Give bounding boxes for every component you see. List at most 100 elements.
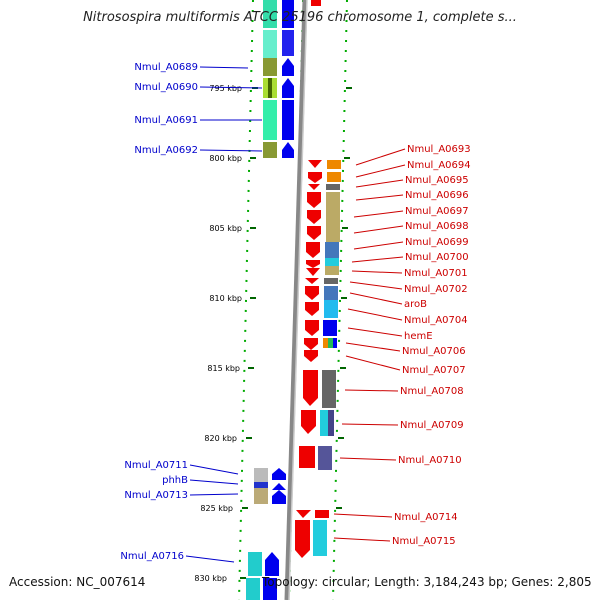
- gene-color-box[interactable]: [263, 30, 277, 58]
- gene-arrow-forward[interactable]: [263, 578, 277, 600]
- gene-label[interactable]: Nmul_A0693: [407, 144, 471, 155]
- gene-label[interactable]: hemE: [404, 331, 433, 342]
- gene-label[interactable]: Nmul_A0695: [405, 175, 469, 186]
- gene-label[interactable]: Nmul_A0714: [394, 512, 458, 523]
- leader-line: [353, 241, 404, 250]
- gene-arrow-reverse[interactable]: [296, 510, 311, 518]
- leader-line: [355, 179, 404, 188]
- gene-arrow-reverse[interactable]: [301, 410, 316, 434]
- gene-label[interactable]: Nmul_A0710: [398, 455, 462, 466]
- gene-color-box[interactable]: [327, 172, 341, 182]
- gene-color-box[interactable]: [320, 410, 328, 436]
- gene-color-box[interactable]: [254, 482, 268, 488]
- gene-label[interactable]: Nmul_A0707: [402, 365, 466, 376]
- gene-arrow-reverse[interactable]: [315, 510, 329, 518]
- gene-arrow-forward[interactable]: [282, 78, 294, 98]
- gene-color-box[interactable]: [323, 338, 328, 348]
- gene-arrow-reverse[interactable]: [304, 350, 318, 362]
- gene-color-box[interactable]: [254, 488, 268, 504]
- tick-label: 830 kbp: [194, 574, 227, 583]
- gene-label[interactable]: Nmul_A0690: [134, 82, 198, 93]
- gene-arrow-forward[interactable]: [272, 483, 286, 490]
- gene-label[interactable]: Nmul_A0716: [120, 551, 184, 562]
- gene-arrow-reverse[interactable]: [305, 286, 319, 300]
- gene-arrow-reverse[interactable]: [306, 242, 320, 258]
- gene-arrow-reverse[interactable]: [305, 278, 319, 284]
- gene-label[interactable]: Nmul_A0704: [404, 315, 468, 326]
- gene-color-box[interactable]: [246, 578, 260, 600]
- gene-label[interactable]: Nmul_A0701: [404, 268, 468, 279]
- gene-label[interactable]: aroB: [404, 299, 427, 310]
- gene-label[interactable]: Nmul_A0694: [407, 160, 471, 171]
- gene-color-box[interactable]: [313, 520, 327, 556]
- leader-line: [199, 149, 263, 152]
- gene-color-box[interactable]: [326, 192, 340, 242]
- gene-arrow-reverse[interactable]: [307, 226, 321, 240]
- gene-color-box[interactable]: [327, 160, 341, 169]
- gene-color-box[interactable]: [263, 0, 277, 28]
- gene-arrow-reverse[interactable]: [308, 172, 322, 183]
- gene-label[interactable]: Nmul_A0715: [392, 536, 456, 547]
- tick-label: 795 kbp: [209, 84, 242, 93]
- gene-label[interactable]: Nmul_A0699: [405, 237, 469, 248]
- gene-arrow-forward[interactable]: [265, 552, 279, 576]
- gene-color-box[interactable]: [324, 286, 338, 300]
- left-gene-track: [246, 0, 294, 600]
- gene-arrow-forward[interactable]: [282, 142, 294, 158]
- gene-arrow-reverse[interactable]: [299, 446, 315, 468]
- leader-line: [355, 194, 404, 201]
- gene-arrow-reverse[interactable]: [311, 0, 321, 6]
- gene-arrow-reverse[interactable]: [306, 260, 320, 268]
- gene-color-box[interactable]: [263, 58, 277, 76]
- gene-color-box[interactable]: [254, 468, 268, 482]
- gene-arrow-reverse[interactable]: [305, 302, 319, 316]
- gene-label[interactable]: Nmul_A0697: [405, 206, 469, 217]
- gene-color-box[interactable]: [325, 258, 339, 266]
- gene-label[interactable]: Nmul_A0709: [400, 420, 464, 431]
- gene-color-box[interactable]: [323, 320, 337, 336]
- gene-arrow-reverse[interactable]: [304, 338, 318, 350]
- gene-color-box[interactable]: [318, 446, 332, 470]
- gene-arrow-forward[interactable]: [282, 58, 294, 76]
- gene-color-box[interactable]: [326, 184, 340, 190]
- gene-arrow-reverse[interactable]: [307, 210, 321, 224]
- leader-line: [349, 281, 403, 290]
- gene-label[interactable]: Nmul_A0708: [400, 386, 464, 397]
- tick-825: 825 kbp: [200, 504, 248, 513]
- gene-arrow-forward[interactable]: [272, 490, 286, 504]
- gene-arrow-reverse[interactable]: [303, 370, 318, 406]
- gene-label[interactable]: Nmul_A0700: [405, 252, 469, 263]
- gene-color-box[interactable]: [328, 338, 333, 348]
- gene-color-box[interactable]: [248, 552, 262, 576]
- gene-color-box[interactable]: [333, 338, 337, 348]
- gene-label[interactable]: Nmul_A0691: [134, 115, 198, 126]
- gene-color-box[interactable]: [325, 266, 339, 275]
- gene-label[interactable]: Nmul_A0696: [405, 190, 469, 201]
- gene-label[interactable]: phhB: [162, 475, 188, 486]
- gene-label[interactable]: Nmul_A0692: [134, 145, 198, 156]
- gene-color-box[interactable]: [263, 100, 277, 140]
- gene-color-box[interactable]: [324, 300, 338, 318]
- gene-arrow-forward[interactable]: [282, 0, 294, 28]
- gene-arrow-reverse[interactable]: [305, 320, 319, 336]
- gene-color-box[interactable]: [324, 278, 338, 284]
- gene-color-box[interactable]: [322, 370, 336, 408]
- gene-arrow-reverse[interactable]: [308, 160, 322, 168]
- gene-label[interactable]: Nmul_A0698: [405, 221, 469, 232]
- gene-color-box[interactable]: [325, 242, 339, 258]
- gene-arrow-reverse[interactable]: [306, 268, 320, 276]
- gene-label[interactable]: Nmul_A0711: [124, 460, 188, 471]
- gene-color-box[interactable]: [328, 410, 334, 436]
- gene-label[interactable]: Nmul_A0702: [404, 284, 468, 295]
- gene-arrow-forward[interactable]: [272, 468, 286, 480]
- gene-arrow-reverse[interactable]: [308, 184, 320, 190]
- gene-label[interactable]: Nmul_A0713: [124, 490, 188, 501]
- gene-arrow-reverse[interactable]: [295, 520, 310, 558]
- gene-arrow-forward[interactable]: [282, 100, 294, 140]
- gene-arrow-forward[interactable]: [282, 30, 294, 56]
- gene-label[interactable]: Nmul_A0706: [402, 346, 466, 357]
- gene-arrow-reverse[interactable]: [307, 192, 321, 208]
- right-gene-track: [295, 0, 341, 558]
- gene-label[interactable]: Nmul_A0689: [134, 62, 198, 73]
- gene-color-box[interactable]: [263, 142, 277, 158]
